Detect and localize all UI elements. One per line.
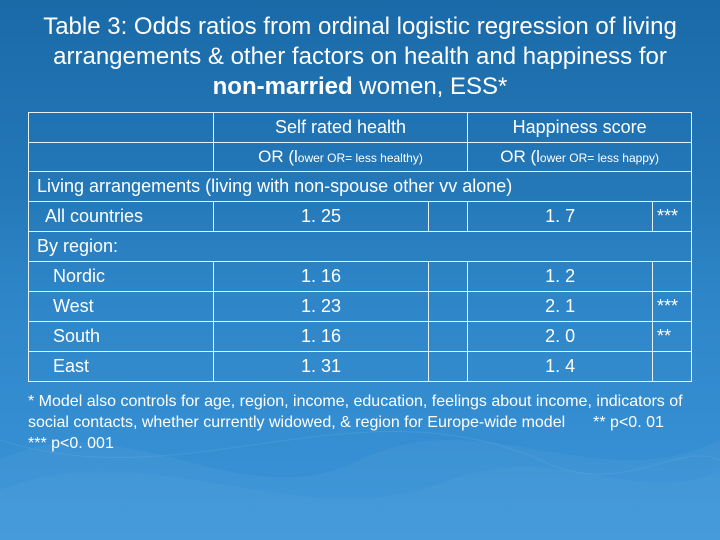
table-row: East1. 31 1. 4 [29,352,692,382]
footnote-sig2: *** p<0. 001 [28,435,114,452]
subheader-happiness: OR (lower OR= less happy) [468,143,692,172]
footnote-text: * Model also controls for age, region, i… [28,393,683,431]
byregion-label: By region: [29,232,692,262]
odds-ratio-table: Self rated health Happiness score OR (lo… [28,112,692,382]
table-header-row-2: OR (lower OR= less healthy) OR (lower OR… [29,143,692,172]
table-row: South1. 16 2. 0** [29,322,692,352]
table-row: West1. 23 2. 1*** [29,292,692,322]
cell-happy: 2. 1 [468,292,653,322]
section-label: Living arrangements (living with non-spo… [29,172,692,202]
cell-health-sig [429,262,468,292]
cell-health-sig [429,322,468,352]
slide-title: Table 3: Odds ratios from ordinal logist… [28,12,692,102]
section-row-living-arrangements: Living arrangements (living with non-spo… [29,172,692,202]
cell-happy: 1. 7 [468,202,653,232]
table-row: Nordic1. 16 1. 2 [29,262,692,292]
cell-health-sig [429,292,468,322]
cell-happy: 2. 0 [468,322,653,352]
row-label: All countries [29,202,214,232]
cell-happy-sig [652,262,691,292]
cell-health-sig [429,202,468,232]
row-label: Nordic [29,262,214,292]
cell-happy: 1. 4 [468,352,653,382]
cell-happy-sig: ** [652,322,691,352]
row-label: West [29,292,214,322]
row-label: South [29,322,214,352]
table-row: All countries1. 25 1. 7*** [29,202,692,232]
table-header-row-1: Self rated health Happiness score [29,113,692,143]
row-label: East [29,352,214,382]
cell-health: 1. 23 [213,292,429,322]
cell-health: 1. 16 [213,322,429,352]
cell-health: 1. 31 [213,352,429,382]
cell-health-sig [429,352,468,382]
cell-happy-sig [652,352,691,382]
header-happiness: Happiness score [468,113,692,143]
cell-health: 1. 25 [213,202,429,232]
cell-happy: 1. 2 [468,262,653,292]
header-health: Self rated health [213,113,468,143]
footnote: * Model also controls for age, region, i… [28,392,692,454]
subheader-health: OR (lower OR= less healthy) [213,143,468,172]
cell-health: 1. 16 [213,262,429,292]
footnote-sig1: ** p<0. 01 [593,414,664,431]
section-row-by-region: By region: [29,232,692,262]
cell-happy-sig: *** [652,202,691,232]
cell-happy-sig: *** [652,292,691,322]
